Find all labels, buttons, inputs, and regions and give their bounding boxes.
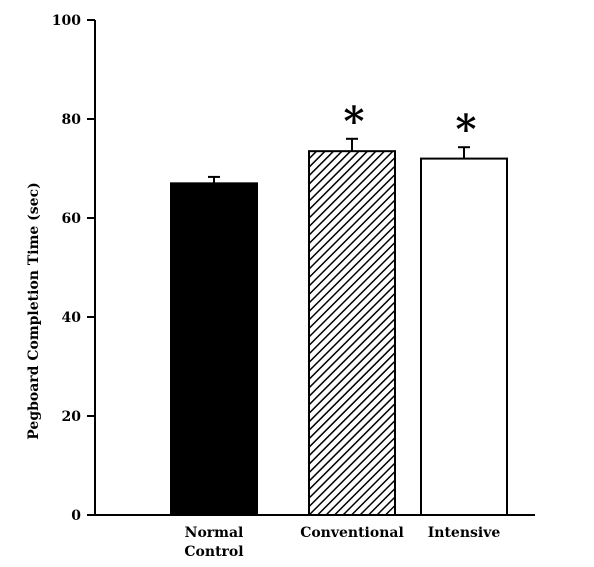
category-label: Conventional <box>300 525 404 541</box>
labels: Normal Control * Conventional * Intensive <box>184 98 500 560</box>
y-tick-label: 80 <box>62 112 82 128</box>
bar <box>420 157 508 516</box>
y-tick-label: 60 <box>62 211 82 227</box>
axes: 0 20 40 60 80 100 <box>52 13 535 524</box>
bars <box>170 137 508 517</box>
category-label: Intensive <box>428 525 501 541</box>
y-tick-label: 0 <box>71 508 81 524</box>
significance-marker: * <box>344 98 365 145</box>
category-label-line2: Control <box>184 544 243 560</box>
category-label: Normal <box>185 525 244 541</box>
y-tick-label: 20 <box>62 409 82 425</box>
y-axis-title: Pegboard Completion Time (sec) <box>26 182 42 439</box>
bar <box>308 150 396 517</box>
bar <box>170 182 258 516</box>
significance-marker: * <box>456 106 477 153</box>
y-tick-label: 100 <box>52 13 81 29</box>
y-tick-label: 40 <box>62 310 82 326</box>
